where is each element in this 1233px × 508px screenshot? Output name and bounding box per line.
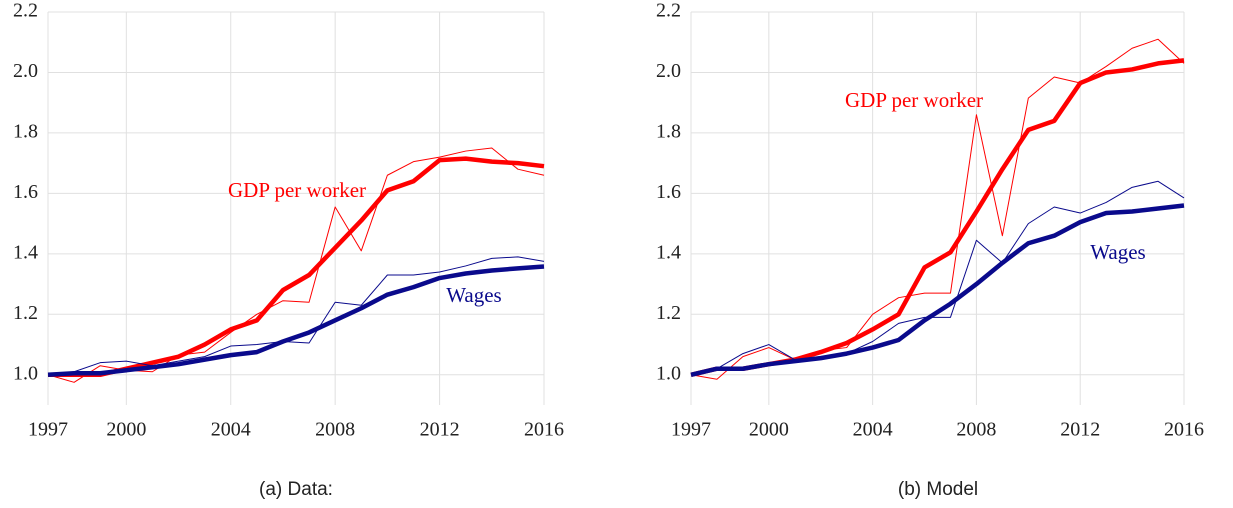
x-tick-label: 1997 bbox=[28, 419, 68, 441]
series-label: GDP per worker bbox=[228, 178, 366, 202]
y-tick-label: 1.0 bbox=[656, 362, 681, 384]
series-label: Wages bbox=[446, 283, 501, 307]
x-tick-label: 2012 bbox=[1060, 419, 1100, 441]
y-tick-label: 1.6 bbox=[656, 181, 681, 203]
x-tick-label: 2008 bbox=[315, 419, 355, 441]
x-tick-label: 2016 bbox=[524, 419, 564, 441]
x-tick-label: 1997 bbox=[671, 419, 711, 441]
x-tick-label: 2016 bbox=[1164, 419, 1204, 441]
y-tick-label: 2.2 bbox=[656, 0, 681, 22]
series-label: GDP per worker bbox=[845, 88, 983, 112]
y-tick-label: 1.8 bbox=[13, 121, 38, 143]
series-line bbox=[47, 264, 545, 378]
y-tick-label: 1.2 bbox=[13, 302, 38, 324]
caption: (a) Data: bbox=[259, 479, 333, 500]
y-tick-label: 1.8 bbox=[656, 121, 681, 143]
y-tick-label: 1.4 bbox=[656, 241, 681, 263]
series-line bbox=[690, 38, 1185, 380]
caption: (b) Model bbox=[898, 479, 978, 500]
x-tick-label: 2012 bbox=[420, 419, 460, 441]
y-tick-label: 1.6 bbox=[13, 181, 38, 203]
y-tick-label: 2.0 bbox=[13, 60, 38, 82]
y-tick-label: 1.2 bbox=[656, 302, 681, 324]
x-tick-label: 2004 bbox=[211, 419, 251, 441]
x-tick-label: 2000 bbox=[749, 419, 789, 441]
y-tick-label: 2.2 bbox=[13, 0, 38, 22]
y-tick-label: 1.0 bbox=[13, 362, 38, 384]
series-line bbox=[690, 180, 1185, 376]
y-tick-label: 1.4 bbox=[13, 241, 38, 263]
x-tick-label: 2008 bbox=[956, 419, 996, 441]
x-tick-label: 2004 bbox=[853, 419, 893, 441]
series-line bbox=[690, 203, 1185, 377]
series-label: Wages bbox=[1090, 240, 1145, 264]
x-tick-label: 2000 bbox=[106, 419, 146, 441]
series-line bbox=[47, 256, 545, 376]
y-tick-label: 2.0 bbox=[656, 60, 681, 82]
